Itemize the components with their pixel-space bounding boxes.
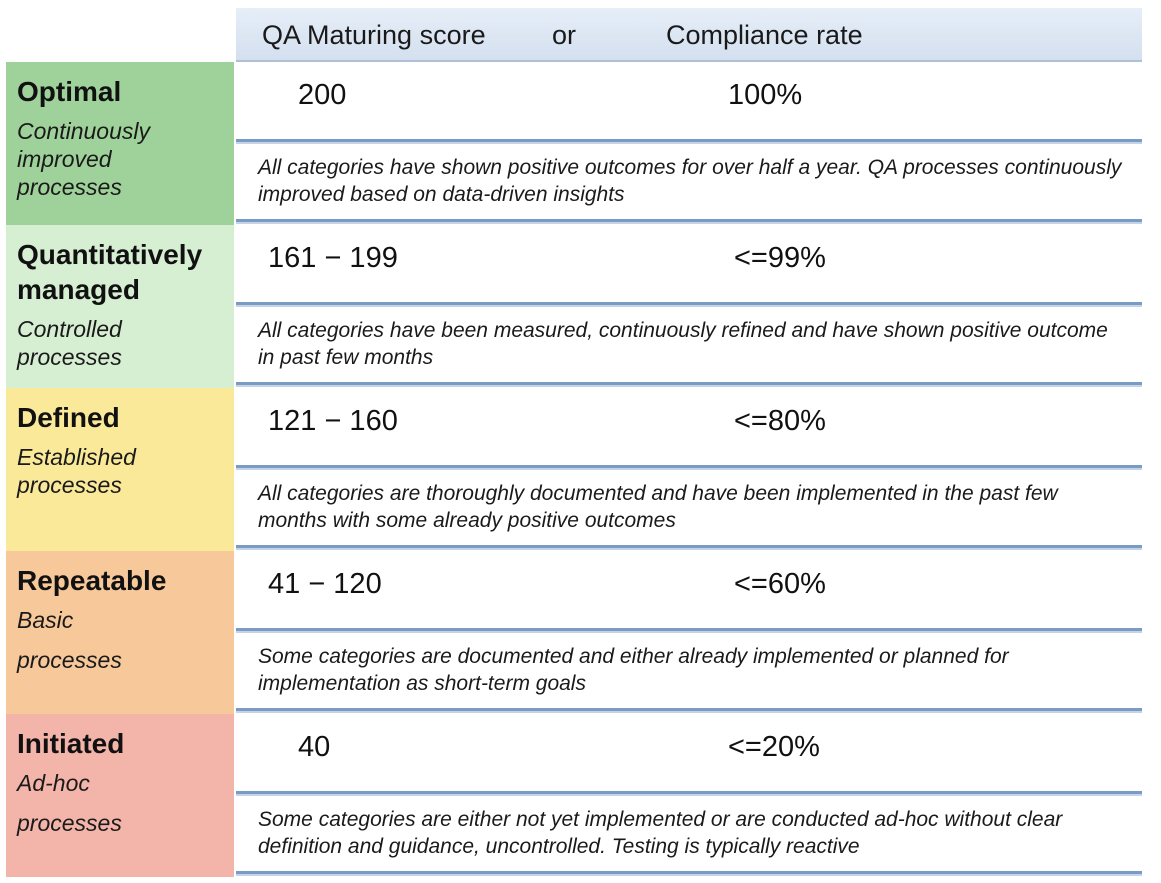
level-row-initiated: Initiated Ad-hoc processes 40 <=20% Some…	[0, 714, 1161, 877]
maturity-score: 40	[298, 731, 331, 763]
compliance-rate: <=20%	[728, 731, 820, 763]
score-cell: 200 100%	[236, 62, 1142, 142]
level-description: Some categories are either not yet imple…	[258, 808, 1063, 858]
level-cell: Quantitatively managed Controlled proces…	[6, 225, 234, 388]
level-cell: Defined Established processes	[6, 388, 234, 551]
rate-column-header: Compliance rate	[666, 20, 863, 50]
maturity-score: 161 − 199	[268, 242, 398, 274]
level-name: Quantitatively managed	[17, 239, 203, 305]
level-subtitle: Basic processes	[17, 607, 122, 673]
or-separator: or	[552, 20, 577, 50]
compliance-rate: <=99%	[734, 242, 826, 274]
table-header: QA Maturing score or Compliance rate	[236, 8, 1142, 62]
description-cell: Some categories are either not yet imple…	[236, 794, 1142, 874]
level-row-repeatable: Repeatable Basic processes 41 − 120 <=60…	[0, 551, 1161, 714]
score-cell: 121 − 160 <=80%	[236, 388, 1142, 468]
level-description: Some categories are documented and eithe…	[258, 645, 1009, 695]
level-description: All categories have shown positive outco…	[258, 156, 1122, 206]
description-cell: All categories have shown positive outco…	[236, 142, 1142, 222]
level-name: Repeatable	[17, 565, 167, 596]
maturity-score: 121 − 160	[268, 405, 398, 437]
score-cell: 41 − 120 <=60%	[236, 551, 1142, 631]
level-cell: Repeatable Basic processes	[6, 551, 234, 714]
score-cell: 40 <=20%	[236, 714, 1142, 794]
compliance-rate: <=60%	[734, 568, 826, 600]
maturity-score: 200	[298, 79, 347, 111]
level-subtitle: Ad-hoc processes	[17, 770, 122, 836]
level-subtitle: Established processes	[17, 444, 136, 498]
level-subtitle: Continuously improved processes	[17, 118, 150, 200]
level-name: Defined	[17, 402, 120, 433]
level-cell: Initiated Ad-hoc processes	[6, 714, 234, 877]
description-cell: All categories have been measured, conti…	[236, 305, 1142, 385]
compliance-rate: 100%	[728, 79, 803, 111]
level-row-optimal: Optimal Continuously improved processes …	[0, 62, 1161, 225]
description-cell: Some categories are documented and eithe…	[236, 631, 1142, 711]
compliance-rate: <=80%	[734, 405, 826, 437]
score-cell: 161 − 199 <=99%	[236, 225, 1142, 305]
level-name: Initiated	[17, 728, 125, 759]
level-subtitle: Controlled processes	[17, 316, 122, 370]
description-cell: All categories are thoroughly documented…	[236, 468, 1142, 548]
level-cell: Optimal Continuously improved processes	[6, 62, 234, 225]
maturity-score: 41 − 120	[268, 568, 382, 600]
level-description: All categories are thoroughly documented…	[258, 482, 1058, 532]
level-row-quantitatively-managed: Quantitatively managed Controlled proces…	[0, 225, 1161, 388]
score-column-header: QA Maturing score	[262, 20, 486, 50]
level-row-defined: Defined Established processes 121 − 160 …	[0, 388, 1161, 551]
level-name: Optimal	[17, 76, 122, 107]
level-description: All categories have been measured, conti…	[258, 319, 1108, 369]
